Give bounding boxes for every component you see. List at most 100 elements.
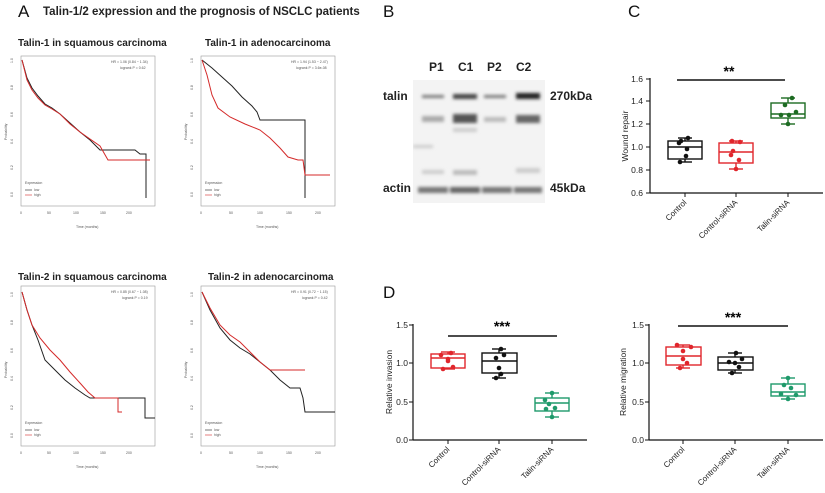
km1-y-ticks: 0.0 0.2 0.4 0.6 0.8 1.0 [10,58,14,197]
svg-text:0.0: 0.0 [190,192,194,197]
c-xlabel-control: Control [664,198,689,223]
svg-text:high: high [34,433,41,437]
svg-text:0.8: 0.8 [631,165,643,175]
svg-text:high: high [34,193,41,197]
svg-text:Expression: Expression [205,421,222,425]
svg-text:0.4: 0.4 [190,139,194,144]
panel-c-letter: C [628,2,641,21]
d2-significance: *** [725,309,742,325]
d2-box-talin-sirna [770,377,806,400]
svg-text:Expression: Expression [25,181,42,185]
svg-text:100: 100 [73,451,79,455]
svg-text:low: low [214,428,220,432]
svg-text:0.2: 0.2 [10,405,14,410]
svg-text:high: high [214,193,221,197]
svg-text:1.0: 1.0 [631,142,643,152]
svg-text:0.8: 0.8 [10,320,14,325]
svg-text:1.0: 1.0 [10,58,14,63]
svg-text:1.0: 1.0 [190,58,194,63]
svg-text:Expression: Expression [25,421,42,425]
d2-xlabel-control-sirna: Control-siRNA [696,445,739,488]
svg-text:0.6: 0.6 [190,112,194,117]
svg-text:0.2: 0.2 [190,165,194,170]
svg-text:0.8: 0.8 [190,85,194,90]
km-plot-1-title: Talin-1 in squamous carcinoma [18,38,167,49]
lane-label-c1: C1 [458,60,474,74]
svg-text:low: low [34,428,40,432]
km4-legend: Expression low high [205,421,222,437]
svg-text:0.0: 0.0 [10,192,14,197]
d2-ylabel: Relative migration [618,348,628,416]
svg-text:1.0: 1.0 [396,358,408,368]
km3-y-ticks: 0.0 0.2 0.4 0.6 0.8 1.0 [10,292,14,438]
d1-xlabel-talin-sirna: Talin-siRNA [519,445,555,481]
svg-text:100: 100 [257,451,263,455]
svg-text:150: 150 [286,211,292,215]
km4-hr: HR = 0.91 (0.72 − 1.15) [291,290,328,294]
km2-legend: Expression low high [205,181,222,197]
km-plot-3-title: Talin-2 in squamous carcinoma [18,272,167,283]
size-label-270kda: 270kDa [550,89,593,103]
svg-text:100: 100 [73,211,79,215]
svg-text:150: 150 [100,211,106,215]
svg-text:0.0: 0.0 [10,433,14,438]
d1-box-talin-sirna [534,392,570,418]
svg-text:0.6: 0.6 [10,348,14,353]
svg-text:0.2: 0.2 [190,405,194,410]
box-plot-wound-repair: 0.6 0.8 1.0 1.2 1.4 1.6 Wound repair ** [595,0,825,250]
svg-text:1.4: 1.4 [631,96,643,106]
svg-text:0.4: 0.4 [10,139,14,144]
d1-xlabel-control: Control [427,445,452,470]
svg-text:low: low [214,188,220,192]
svg-text:100: 100 [257,211,263,215]
c-significance: ** [724,63,735,79]
lane-label-c2: C2 [516,60,532,74]
km3-x-ticks: 0 50 100 150 200 [20,451,132,455]
svg-text:0: 0 [200,211,202,215]
d2-box-control [665,344,702,369]
d2-xlabel-control: Control [662,445,687,470]
d2-y-ticks: 0.0 0.5 1.0 1.5 [632,320,644,445]
km1-xlabel: Time (months) [76,225,98,229]
km1-legend: Expression low high [25,181,42,197]
svg-text:0: 0 [200,451,202,455]
svg-text:0.8: 0.8 [10,85,14,90]
svg-text:0.6: 0.6 [10,112,14,117]
km2-logrank: logrank P = 3.6e-08 [296,66,327,70]
svg-text:Probability: Probability [184,361,188,378]
svg-text:Time (months): Time (months) [256,465,278,469]
svg-text:Expression: Expression [205,181,222,185]
svg-text:0.2: 0.2 [10,165,14,170]
svg-text:0.0: 0.0 [632,435,644,445]
svg-text:50: 50 [229,211,233,215]
svg-text:1.5: 1.5 [396,320,408,330]
svg-text:1.2: 1.2 [631,119,643,129]
svg-text:Time (months): Time (months) [76,465,98,469]
panel-d-letter: D [383,283,396,302]
km1-logrank: logrank P = 0.62 [120,66,146,70]
svg-text:1.5: 1.5 [632,320,644,330]
km-plot-2-title: Talin-1 in adenocarcinoma [205,38,331,49]
svg-text:200: 200 [315,211,321,215]
svg-text:0.0: 0.0 [190,433,194,438]
panel-a-title: Talin-1/2 expression and the prognosis o… [43,6,360,18]
c-xlabel-control-sirna: Control-siRNA [697,198,740,241]
km3-hr: HR = 0.85 (0.67 − 1.08) [111,290,148,294]
km4-x-ticks: 0 50 100 150 200 [200,451,321,455]
svg-text:0.8: 0.8 [190,320,194,325]
svg-text:200: 200 [126,211,132,215]
svg-text:1.0: 1.0 [190,292,194,297]
km1-ylabel: Probability [4,123,8,140]
svg-text:1.0: 1.0 [10,292,14,297]
km2-x-ticks: 0 50 100 150 200 [200,211,321,215]
lane-label-p2: P2 [487,60,502,74]
km2-hr: HR = 1.94 (1.53 − 2.47) [291,60,328,64]
svg-text:0.4: 0.4 [10,376,14,381]
d1-y-ticks: 0.0 0.5 1.0 1.5 [396,320,408,445]
svg-text:0.6: 0.6 [190,348,194,353]
km3-legend: Expression low high [25,421,42,437]
svg-text:0.4: 0.4 [190,376,194,381]
svg-text:1.0: 1.0 [632,358,644,368]
svg-text:150: 150 [100,451,106,455]
svg-text:0.0: 0.0 [396,435,408,445]
